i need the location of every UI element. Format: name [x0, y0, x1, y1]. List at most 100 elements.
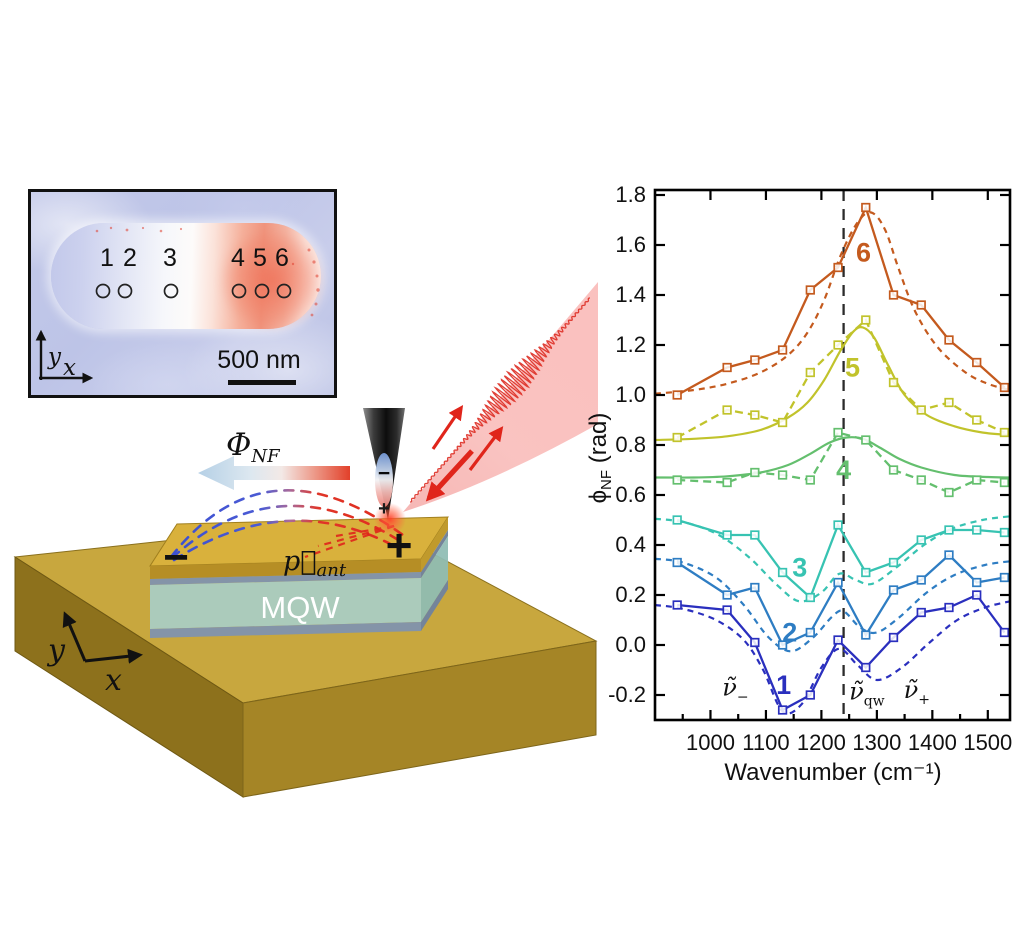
tip-minus-sign: − — [378, 462, 390, 485]
data-marker — [999, 527, 1010, 538]
polarization-arrow-1 — [431, 404, 464, 450]
data-marker — [672, 475, 682, 485]
data-marker — [861, 435, 871, 445]
nearfield-speckles — [95, 226, 320, 317]
data-marker — [777, 345, 788, 355]
data-marker — [888, 465, 899, 475]
data-marker — [750, 467, 760, 478]
position-number-1: 1 — [100, 244, 114, 272]
y-tick-label: 1.4 — [615, 282, 646, 307]
position-numbers: 1 2 3 4 5 6 — [100, 244, 289, 272]
incident-beam — [403, 282, 598, 512]
x-tick-label: 1100 — [742, 730, 789, 755]
antenna-gold-right-face — [421, 517, 448, 572]
data-marker — [972, 577, 982, 588]
data-marker — [805, 475, 815, 485]
data-marker — [916, 405, 926, 415]
data-marker — [944, 602, 954, 613]
series-position-3-number-label: 3 — [792, 553, 807, 583]
data-marker — [805, 690, 815, 700]
spacer-top-right-face — [421, 530, 448, 578]
phi-nf-arrow — [198, 456, 350, 490]
y-tick-label: 1.6 — [615, 232, 646, 257]
inset-overlay: 1 2 3 4 5 6 y x — [35, 226, 320, 385]
data-marker — [722, 590, 732, 600]
y-tick-label: 1.0 — [615, 382, 646, 407]
dipole-field-arcs — [169, 489, 409, 562]
data-marker — [750, 582, 760, 593]
series-position-5-number-label: 5 — [845, 353, 860, 383]
spacer-top-front-face — [150, 572, 421, 585]
substrate-front-right-face — [242, 640, 597, 798]
position-marker-4 — [231, 283, 247, 299]
data-marker — [861, 567, 871, 578]
y-tick-label: 0.4 — [615, 532, 646, 557]
series-position-3 — [654, 515, 1011, 603]
data-marker — [888, 585, 899, 595]
data-marker — [916, 535, 926, 545]
data-marker — [833, 520, 843, 530]
data-marker — [888, 377, 899, 388]
data-marker — [750, 637, 760, 648]
data-marker — [750, 355, 760, 365]
x-tick-label: 1200 — [797, 730, 846, 755]
data-marker — [805, 285, 815, 295]
field-arc-mid — [170, 504, 405, 560]
position-markers — [95, 283, 292, 299]
data-marker — [833, 577, 843, 588]
mqw-label: MQW — [260, 590, 340, 625]
series-position-5-data-line — [676, 318, 1005, 439]
data-marker — [750, 410, 760, 420]
y-tick-label: 0.6 — [615, 482, 646, 507]
data-marker — [672, 557, 682, 568]
x-tick-label: 1500 — [963, 730, 1012, 755]
wavepacket-line — [410, 297, 590, 503]
series-position-6 — [654, 202, 1011, 400]
data-marker — [833, 340, 843, 350]
x-tick-label: 1000 — [686, 730, 735, 755]
chart-y-axis-label: ϕNF (rad) — [585, 413, 615, 504]
y-tick-label: 0.8 — [615, 432, 646, 457]
scale-bar-label: 500 nm — [217, 346, 300, 374]
data-marker — [861, 662, 871, 673]
chart-frame — [653, 188, 1012, 722]
data-marker — [722, 362, 732, 373]
data-marker — [972, 475, 982, 485]
data-marker — [777, 567, 788, 578]
mqw-front-face — [150, 578, 421, 629]
data-marker — [861, 202, 871, 213]
data-marker — [999, 382, 1010, 393]
y-tick-label: 0.2 — [615, 582, 646, 607]
series-position-1-fit-line — [654, 600, 1011, 715]
data-marker — [672, 390, 682, 400]
data-marker — [944, 525, 954, 535]
data-marker — [916, 575, 926, 585]
data-marker — [672, 600, 682, 610]
series-position-2-number-label: 2 — [782, 618, 797, 648]
field-arc-low — [172, 519, 400, 562]
data-marker — [888, 290, 899, 300]
data-marker — [972, 525, 982, 535]
y-tick-label: 1.2 — [615, 332, 646, 357]
spacer-bottom-right-face — [421, 580, 448, 631]
x-tick-label: 1400 — [908, 730, 957, 755]
chart-x-axis-label: Wavenumber (cm⁻¹) — [724, 759, 941, 786]
data-marker — [722, 605, 732, 615]
data-marker — [777, 705, 788, 715]
series-position-1 — [654, 590, 1011, 715]
substrate-y-axis-arrow — [62, 611, 87, 662]
series-position-2-fit-line — [654, 557, 1011, 653]
position-marker-2 — [117, 283, 133, 299]
series-position-2 — [654, 550, 1011, 653]
annotation-1: ν̃qw — [849, 677, 885, 709]
data-marker — [861, 315, 871, 325]
data-marker — [672, 432, 682, 443]
position-number-6: 6 — [275, 244, 289, 272]
nearfield-image-inset: 1 2 3 4 5 6 y x — [28, 189, 337, 398]
series-position-2-data-line — [676, 553, 1005, 647]
data-marker — [944, 335, 954, 345]
data-marker — [805, 627, 815, 638]
data-marker — [833, 635, 843, 645]
series-position-1-number-label: 1 — [776, 670, 791, 700]
